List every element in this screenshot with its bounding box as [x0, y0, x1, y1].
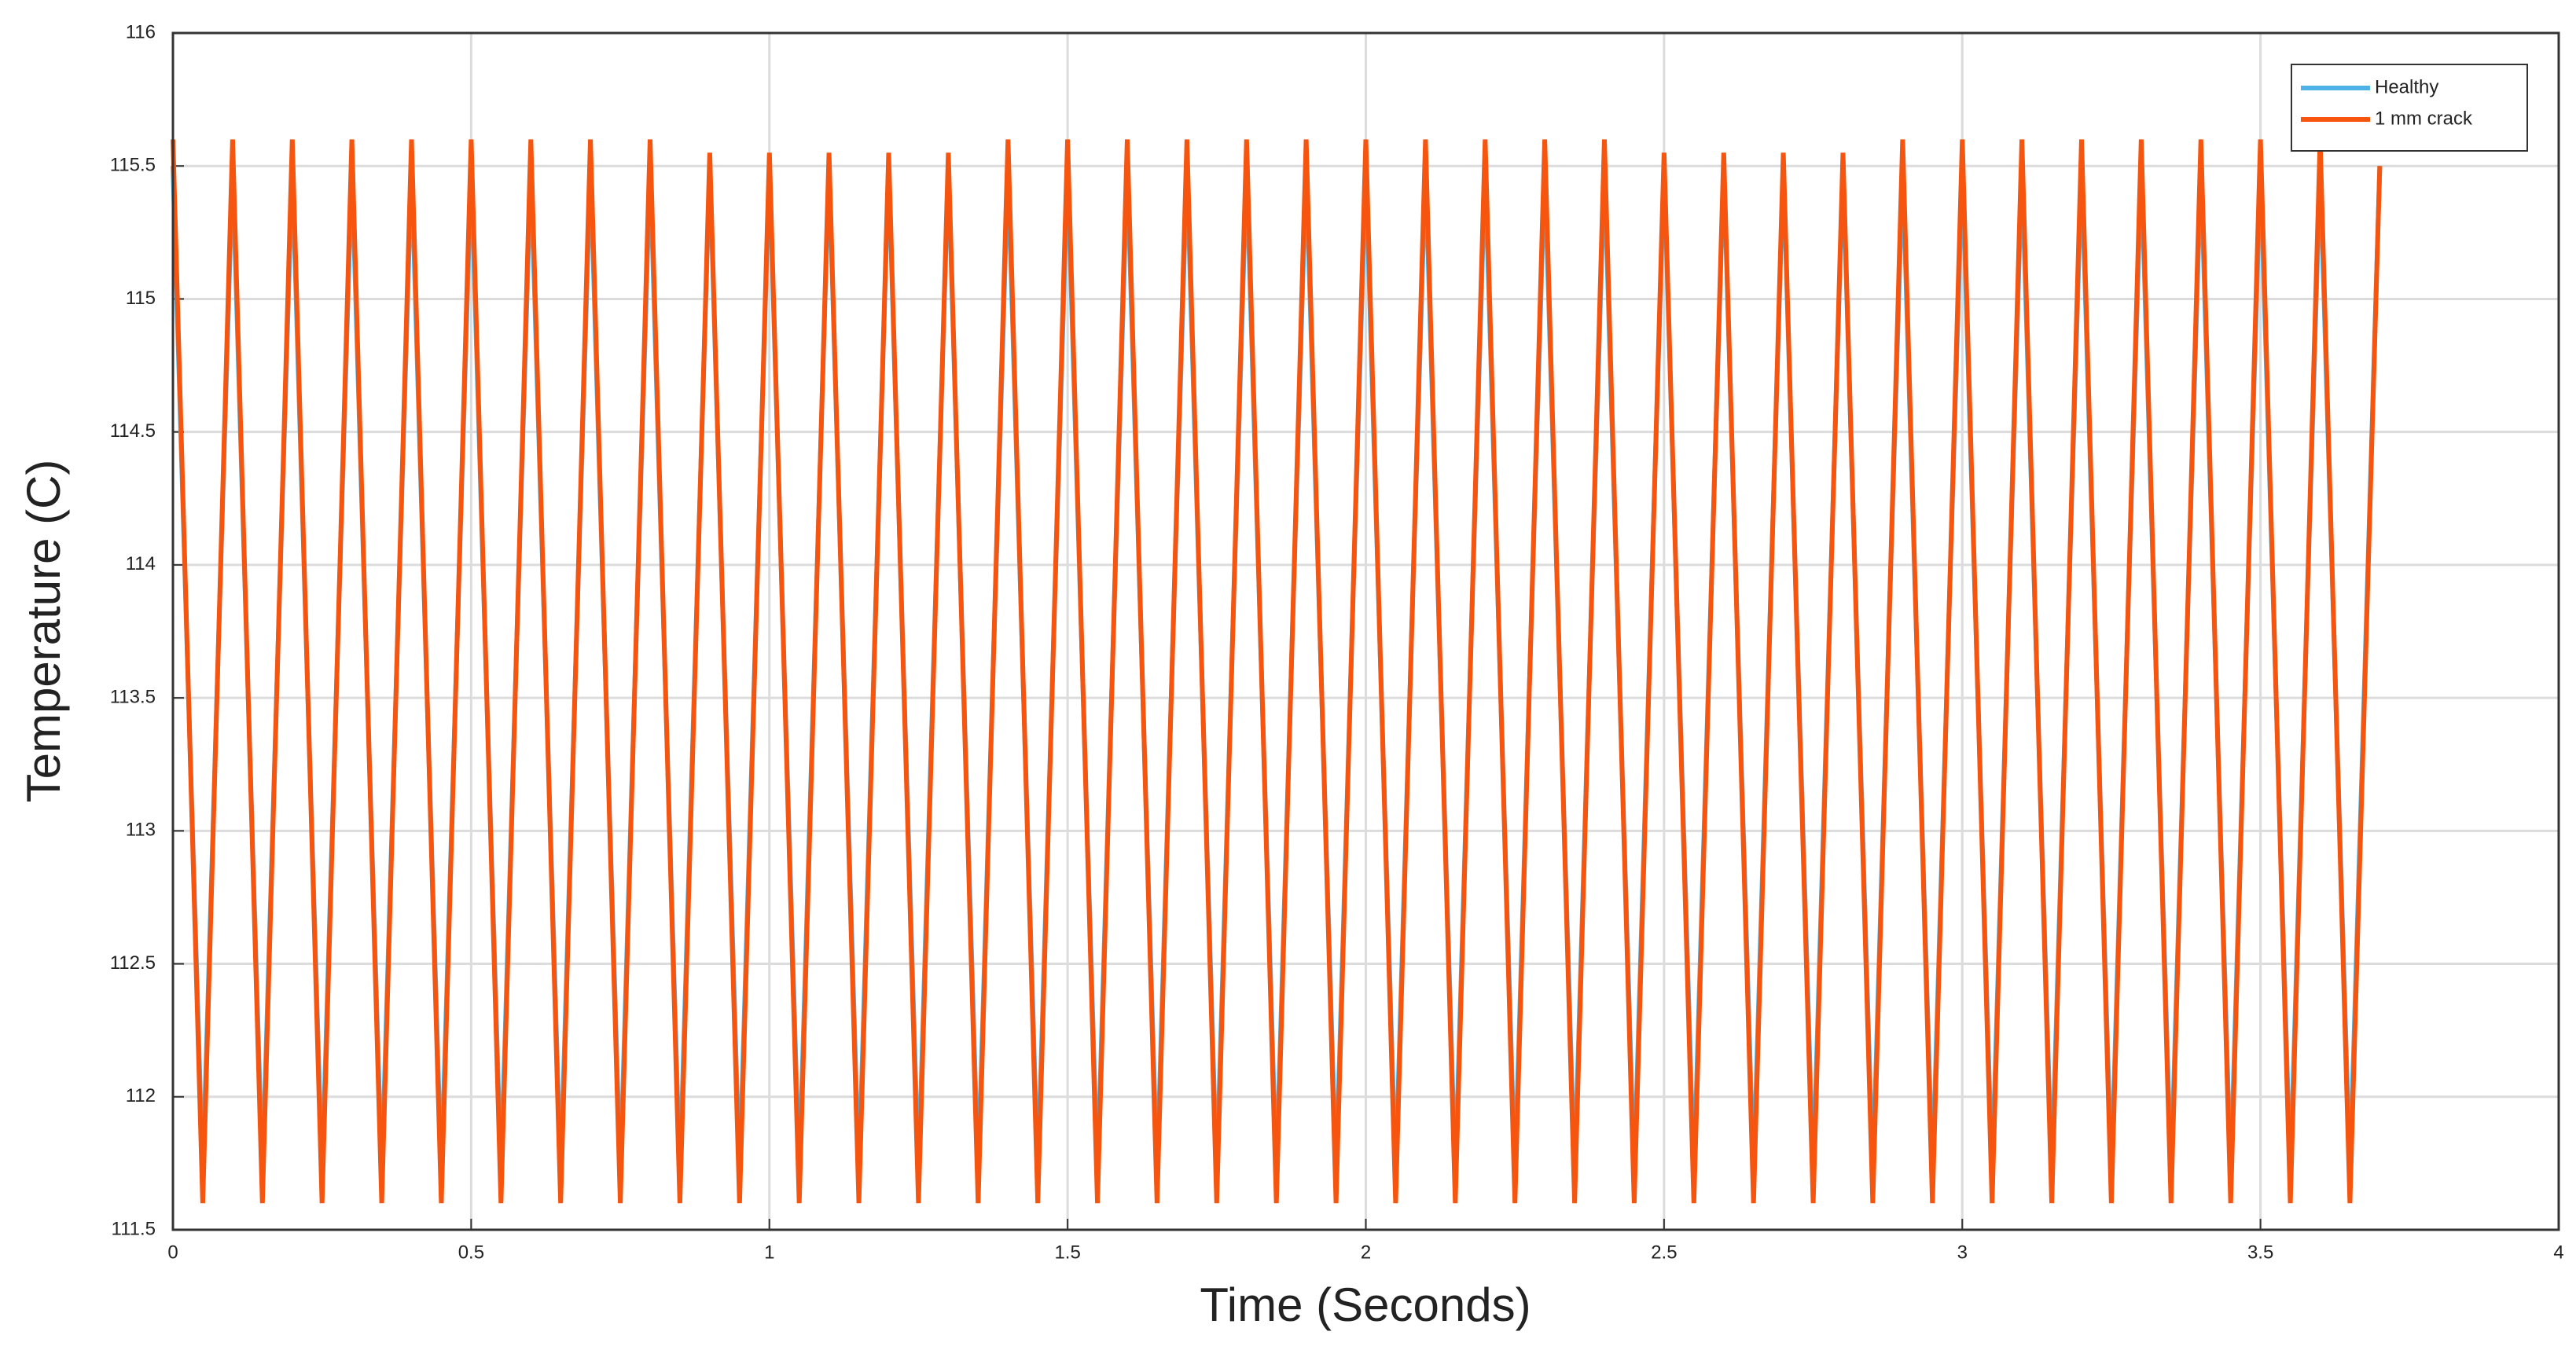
series-line: [171, 139, 2383, 1204]
y-tick-label: 115.5: [110, 155, 156, 176]
x-tick-label: 0.5: [458, 1242, 484, 1263]
y-tick-label: 113: [126, 820, 156, 841]
y-axis-label: Temperature (C): [17, 460, 70, 803]
x-tick-label: 3.5: [2247, 1242, 2273, 1263]
legend-label: Healthy: [2375, 76, 2438, 97]
x-tick-label: 1.5: [1054, 1242, 1080, 1263]
x-tick-label: 0: [167, 1242, 178, 1263]
x-tick-label: 2: [1361, 1242, 1371, 1263]
y-tick-label: 114.5: [110, 420, 156, 442]
x-tick-label: 1: [764, 1242, 774, 1263]
y-tick-label: 113.5: [110, 686, 156, 707]
y-tick-label: 115: [126, 288, 156, 309]
y-tick-label: 111.5: [112, 1218, 156, 1239]
y-tick-label: 112: [126, 1085, 156, 1106]
y-tick-label: 116: [126, 21, 156, 42]
x-tick-label: 2.5: [1651, 1242, 1677, 1263]
y-tick-label: 112.5: [110, 952, 156, 974]
plot-frame: [171, 31, 2560, 1231]
y-tick-label: 114: [126, 553, 156, 574]
x-axis-label: Time (Seconds): [1200, 1278, 1531, 1331]
x-tick-label: 4: [2553, 1242, 2563, 1263]
x-tick-label: 3: [1957, 1242, 1968, 1263]
legend-box: [2291, 64, 2528, 152]
legend-label: 1 mm crack: [2375, 108, 2473, 129]
